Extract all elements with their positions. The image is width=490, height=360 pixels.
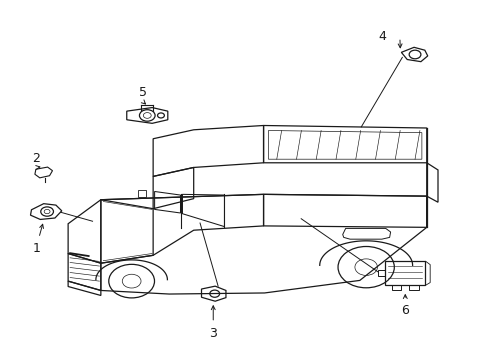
Text: 1: 1: [32, 242, 40, 255]
Text: 2: 2: [32, 152, 40, 165]
Text: 3: 3: [209, 327, 217, 340]
Text: 4: 4: [379, 30, 387, 43]
Text: 6: 6: [401, 305, 409, 318]
Text: 5: 5: [139, 86, 147, 99]
